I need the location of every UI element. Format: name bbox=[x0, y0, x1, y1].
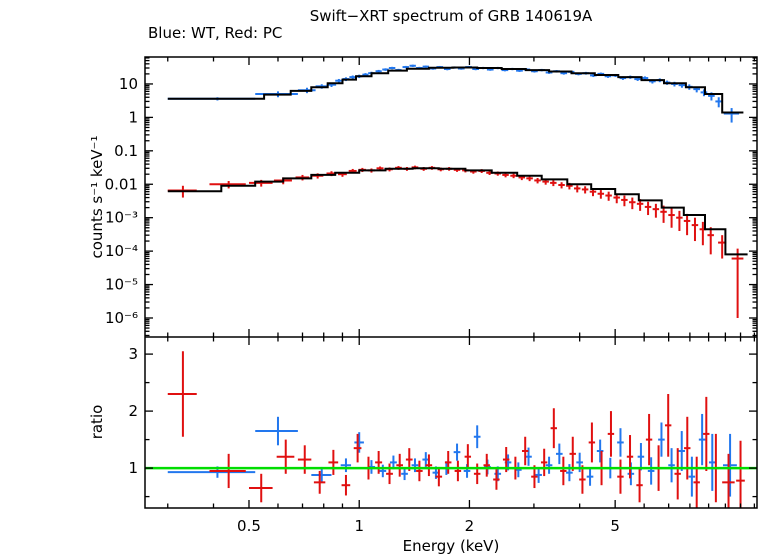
axes-frame bbox=[144, 56, 758, 509]
tick-labels: 0.5 1 2 5 10 1 0.1 0.01 10⁻³ 10⁻⁴ 10⁻⁵ 10⁻⁶ 1 2 3 bbox=[105, 75, 620, 535]
ratio-tick-label: 2 bbox=[128, 402, 138, 420]
pc-model-line bbox=[167, 167, 748, 256]
x-tick-label: 0.5 bbox=[237, 517, 261, 535]
page-title: Swift−XRT spectrum of GRB 140619A bbox=[309, 7, 593, 25]
x-tick-label: 1 bbox=[354, 517, 364, 535]
pc-ratio-series bbox=[167, 351, 745, 508]
x-axis-label: Energy (keV) bbox=[402, 537, 500, 555]
y-tick-label: 10⁻⁵ bbox=[105, 276, 138, 294]
ratio-tick-label: 3 bbox=[128, 345, 138, 363]
y-tick-label: 10⁻⁴ bbox=[105, 242, 138, 260]
wt-data-series bbox=[167, 64, 740, 123]
y-tick-label: 0.1 bbox=[114, 142, 138, 160]
x-tick-label: 5 bbox=[610, 517, 620, 535]
y-tick-label: 1 bbox=[128, 108, 138, 126]
x-tick-label: 2 bbox=[465, 517, 475, 535]
y-tick-label: 10⁻⁶ bbox=[105, 309, 138, 327]
y-tick-label: 0.01 bbox=[105, 175, 138, 193]
legend-note: Blue: WT, Red: PC bbox=[148, 24, 283, 42]
y-tick-label: 10⁻³ bbox=[105, 209, 138, 227]
y-tick-label: 10 bbox=[119, 75, 138, 93]
ratio-tick-label: 1 bbox=[128, 459, 138, 477]
axis-ticks bbox=[145, 57, 757, 508]
wt-ratio-series bbox=[167, 413, 737, 497]
wt-model-line bbox=[167, 66, 744, 114]
pc-data-series bbox=[167, 165, 744, 318]
